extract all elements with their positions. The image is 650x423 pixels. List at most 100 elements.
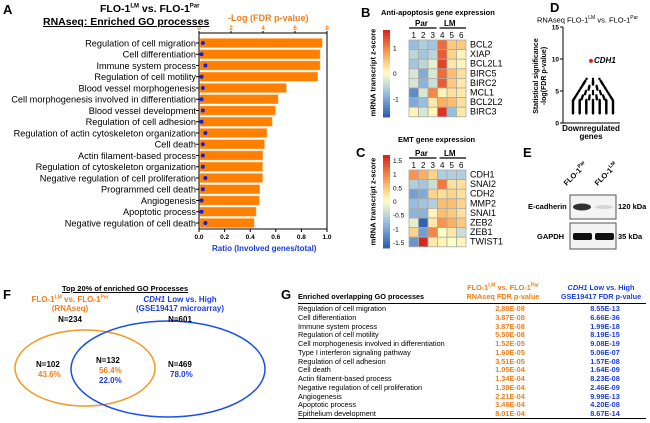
c-sample-label: 6 <box>459 161 464 170</box>
fdr-bar <box>199 60 321 71</box>
panel-d-xlabel: Downregulated genes <box>562 124 620 141</box>
c-colorbar-segment <box>383 229 390 233</box>
panel-label-f: F <box>3 287 11 302</box>
b-colorbar-segment <box>383 85 390 89</box>
c-cell <box>456 217 467 229</box>
c-gene-label: SNAI2 <box>470 179 496 189</box>
b-cell <box>408 97 419 108</box>
gapdh-band-par <box>573 233 592 240</box>
b-cell <box>437 97 448 108</box>
b-colorbar-segment <box>383 102 390 106</box>
left-n: N=102 <box>36 360 60 369</box>
gapdh-band-lm <box>595 233 614 240</box>
c-cell <box>427 179 438 190</box>
c-colorbar-tick: -1.5 <box>393 240 405 247</box>
c-colorbar-segment <box>383 244 390 249</box>
process-cell: Angiogenesis <box>298 391 342 401</box>
b-cell <box>418 87 429 99</box>
b-cell <box>456 106 467 118</box>
c-cell <box>418 169 429 181</box>
b-colorbar-segment <box>383 93 390 98</box>
b-colorbar-segment <box>383 38 390 43</box>
b-colorbar-segment <box>383 56 390 60</box>
gene-point <box>598 77 601 81</box>
set2-label: CDH1 Low vs. High (GSE19417 microarray) <box>135 295 225 313</box>
gse-fdr-cell: 9.08E-19 <box>590 339 620 348</box>
category-label: Cell differentiation <box>123 50 196 60</box>
b-cell <box>437 106 448 118</box>
c-cell <box>427 198 438 209</box>
b-cell <box>427 87 438 99</box>
b-colorbar-segment <box>383 67 390 72</box>
table-row: Immune system process 3.87E-08 1.99E-18 <box>298 322 646 332</box>
table-row: Cell morphogenesis involved in different… <box>298 339 646 349</box>
c-cell <box>418 188 429 200</box>
c-cell <box>456 227 467 238</box>
ratio-dot <box>199 209 204 214</box>
c-colorbar-segment <box>383 220 390 224</box>
fdr-bar <box>199 38 323 48</box>
b-cell <box>418 68 429 79</box>
b-cell <box>456 78 467 89</box>
b-cell <box>427 39 438 51</box>
b-colorbar-segment <box>383 47 390 51</box>
c-sample-label: 4 <box>440 161 445 170</box>
panel-b-title: Anti-apoptosis gene expression <box>381 8 495 17</box>
rnaseq-fdr-cell: 3.51E-05 <box>495 356 525 366</box>
c-cell <box>408 207 419 219</box>
ecadherin-band-par <box>573 203 591 211</box>
panel-label-b: B <box>361 5 371 20</box>
c-cell <box>446 188 457 200</box>
c-cell <box>437 207 448 219</box>
c-cell <box>456 198 467 209</box>
gse-fdr-cell: 8.67E-14 <box>590 409 620 418</box>
gene-point <box>605 112 608 115</box>
b-cell <box>456 97 467 108</box>
fdr-bar <box>199 49 321 59</box>
b-cell <box>456 87 467 99</box>
gse-fdr-cell: 2.46E-09 <box>590 382 620 392</box>
b-cell <box>456 39 467 51</box>
c-cell <box>418 207 429 219</box>
b-cell <box>418 97 429 108</box>
b-cell <box>427 97 438 108</box>
category-label: Negative regulation of cell proliferatio… <box>40 173 196 183</box>
b-gene-label: BIRC5 <box>470 68 497 78</box>
b-colorbar-segment <box>383 108 390 112</box>
gse-fdr-cell: 8.55E-13 <box>590 304 620 313</box>
c-colorbar-segment <box>383 173 390 178</box>
gene-point <box>595 98 599 101</box>
c-cell <box>456 179 467 190</box>
c-gene-label: TWIST1 <box>470 237 503 247</box>
b-cell <box>427 58 438 70</box>
table-row: Actin filament-based process 1.34E-04 8.23… <box>298 374 646 384</box>
gene-point <box>591 77 595 81</box>
c-cell <box>418 179 429 190</box>
ratio-dot <box>199 119 204 124</box>
b-cell <box>446 78 457 89</box>
b-cell <box>408 78 419 89</box>
ratio-dot <box>203 221 208 225</box>
category-label: Cell death <box>155 140 196 150</box>
table-row: Cell death 1.05E-04 1.64E-09 <box>298 366 646 375</box>
c-colorbar-segment <box>383 186 390 190</box>
c-gene-label: CDH1 <box>470 170 495 180</box>
b-cell <box>408 87 419 99</box>
panel-label-e: E <box>523 145 532 160</box>
c-cell <box>427 236 438 248</box>
band-size-ecadherin: 120 kDa <box>618 202 647 211</box>
b-colorbar-tick: 0 <box>393 71 397 78</box>
b-cell <box>456 58 467 70</box>
b-cell <box>446 68 457 79</box>
c-colorbar-segment <box>383 176 390 181</box>
gene-point <box>583 93 587 96</box>
ratio-dot <box>199 198 204 203</box>
fdr-bar <box>199 218 255 228</box>
panel-label-g: G <box>281 287 292 302</box>
c-cell <box>446 217 457 229</box>
b-colorbar-segment <box>383 82 390 86</box>
gene-point <box>611 112 615 115</box>
colorbar-label-b: mRNA transcript z-score <box>368 28 378 117</box>
b-colorbar-tick: 1 <box>393 45 397 52</box>
b-cell <box>418 58 429 70</box>
